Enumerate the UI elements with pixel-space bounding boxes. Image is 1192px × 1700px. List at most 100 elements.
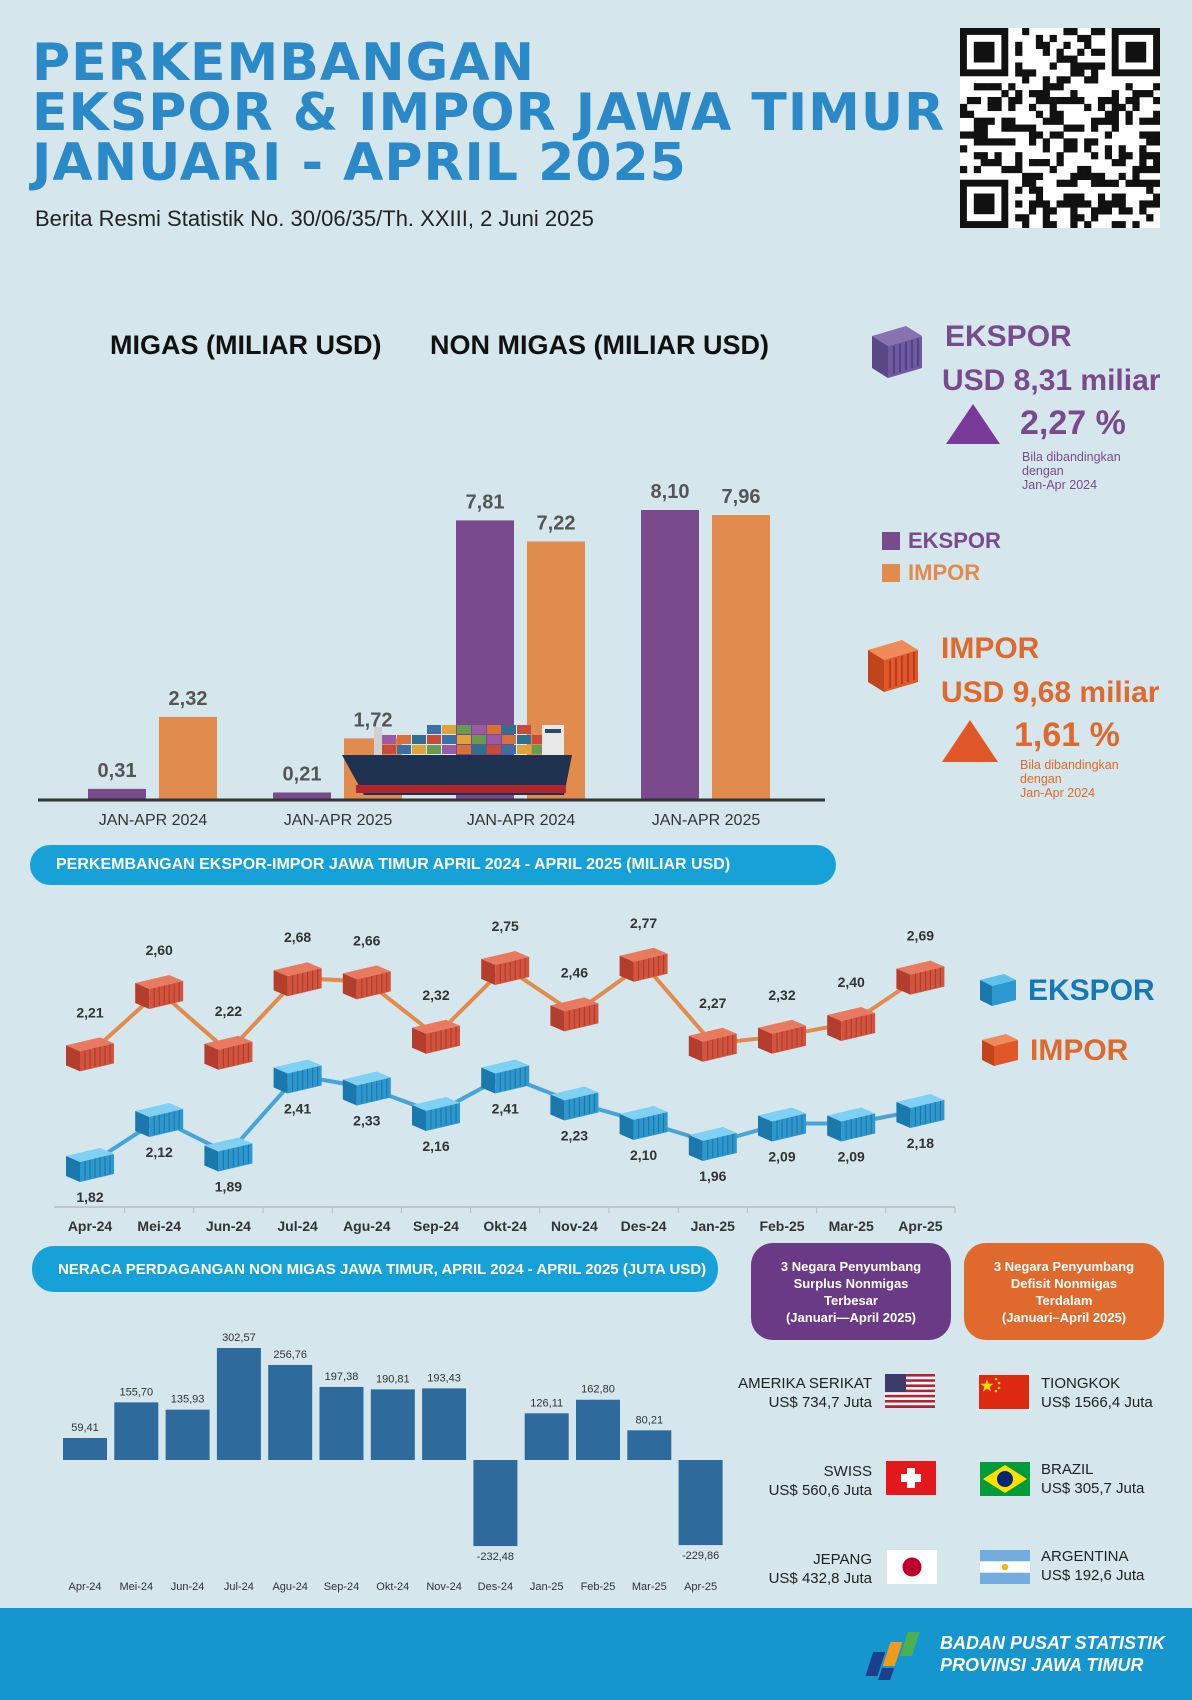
neraca-data-label: 162,80 (581, 1384, 615, 1396)
ekspor-point-right (841, 1113, 876, 1142)
qr-module (980, 124, 988, 132)
qr-module (1070, 145, 1078, 153)
impor-point (619, 947, 668, 982)
ekspor-point-top (204, 1137, 253, 1152)
qr-module (1035, 110, 1044, 118)
neraca-x-label: Okt-24 (376, 1581, 409, 1593)
deficit-title-line: Defisit Nonmigas (1010, 1275, 1118, 1291)
qr-module (1042, 83, 1050, 91)
deficit-country-name: BRAZIL (1041, 1461, 1094, 1478)
qr-module (1028, 179, 1037, 187)
qr-module (1104, 179, 1113, 187)
qr-module (1070, 96, 1078, 105)
neraca-bar (627, 1430, 672, 1460)
qr-module (1084, 41, 1092, 49)
qr-module (1077, 69, 1085, 77)
ship-container (412, 735, 426, 744)
ship-container (457, 735, 471, 744)
ship-container (487, 725, 501, 734)
impor-point-top (827, 1007, 876, 1021)
qr-module (1022, 214, 1030, 222)
ship-container (442, 735, 456, 744)
qr-module (1125, 117, 1133, 125)
deficit-title-line: 3 Negara Penyumbang (993, 1258, 1135, 1274)
qr-module (1153, 83, 1161, 91)
qr-module (1063, 200, 1071, 208)
qr-module (1015, 124, 1023, 132)
qr-module (1028, 186, 1037, 194)
qr-module (1056, 131, 1064, 139)
qr-module (1153, 110, 1161, 118)
impor-summary-change: 1,61 % (1014, 716, 1120, 754)
qr-module (1001, 117, 1009, 125)
qr-module (960, 131, 968, 139)
qr-module (1001, 90, 1009, 98)
qr-module (1056, 200, 1064, 208)
deficit-country-value: US$ 1566,4 Juta (1041, 1394, 1153, 1411)
ship-container (517, 735, 531, 744)
surplus-country-name: AMERIKA SERIKAT (738, 1375, 872, 1392)
neraca-bar (63, 1438, 107, 1460)
qr-module (973, 131, 981, 139)
neraca-x-label: Mei-24 (119, 1581, 153, 1593)
surplus-country-1: AMERIKA SERIKAT US$ 734,7 Juta (700, 1374, 872, 1412)
ekspor-summary-note: Bila dibandingkan dengan Jan-Apr 2024 (1022, 450, 1121, 492)
qr-module (1153, 96, 1161, 105)
qr-module (1070, 200, 1078, 208)
ekspor-point-top (758, 1107, 806, 1122)
impor-point (342, 965, 391, 1000)
legend-swatch-ekspor (882, 532, 900, 550)
qr-module (1028, 90, 1037, 98)
ekspor-summary-change: 2,27 % (1020, 404, 1126, 442)
ekspor-point-right (564, 1092, 599, 1121)
qr-module (1042, 41, 1050, 49)
qr-module (960, 165, 968, 174)
qr-module (1091, 117, 1099, 125)
qr-module (1028, 131, 1037, 139)
qr-module (1063, 145, 1071, 153)
qr-module (1070, 193, 1078, 201)
qr-module (994, 96, 1002, 105)
ship-container (382, 735, 396, 744)
qr-module (1070, 207, 1078, 215)
qr-module (1028, 207, 1037, 215)
qr-module (1118, 200, 1126, 208)
qr-module (1084, 221, 1092, 229)
qr-module (1146, 186, 1154, 194)
neraca-bar (165, 1409, 210, 1460)
impor-bar (159, 716, 217, 800)
ship-mast (374, 727, 382, 755)
ship-container (502, 735, 516, 744)
qr-module (1022, 76, 1030, 84)
neraca-bar (114, 1402, 159, 1460)
impor-point (66, 1037, 114, 1072)
argentina-flag-icon (980, 1550, 1030, 1584)
orange-container-icon (868, 640, 918, 692)
ekspor-point-top (550, 1086, 599, 1101)
ekspor-bar-value: 0,21 (283, 763, 322, 785)
qr-module (1035, 200, 1044, 208)
impor-bar-value: 7,22 (537, 513, 576, 535)
qr-module (973, 165, 981, 174)
surplus-country-value: US$ 560,6 Juta (768, 1482, 872, 1499)
impor-data-label: 2,60 (146, 942, 173, 958)
qr-module (1070, 214, 1078, 222)
qr-module (1022, 221, 1030, 229)
impor-point-right (564, 1003, 599, 1032)
qr-module (1042, 200, 1050, 208)
qr-module (1042, 48, 1050, 56)
qr-module (1063, 55, 1071, 63)
qr-module (1139, 179, 1147, 187)
qr-module (1042, 117, 1050, 125)
qr-module (1063, 193, 1071, 201)
qr-module (1001, 138, 1009, 146)
impor-point-left (412, 1027, 426, 1054)
qr-module (1104, 200, 1113, 208)
ship-container (427, 735, 441, 744)
qr-module (980, 117, 988, 125)
deficit-country-2: BRAZIL US$ 305,7 Juta (1041, 1460, 1191, 1498)
qr-finder-core (973, 193, 995, 215)
qr-module (1146, 214, 1154, 222)
qr-code[interactable] (960, 28, 1161, 229)
qr-module (1070, 221, 1078, 229)
